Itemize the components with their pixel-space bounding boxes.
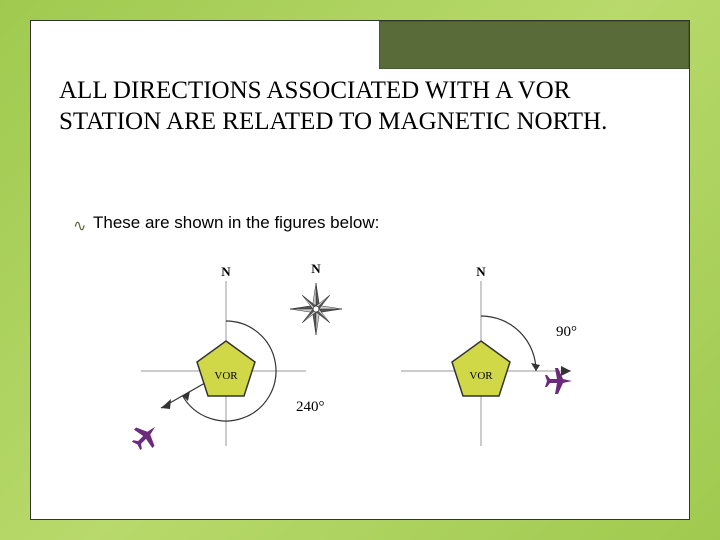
n-label-right: N (476, 264, 486, 279)
vor-label-right: VOR (469, 370, 493, 382)
n-label-left: N (221, 264, 231, 279)
arc-arrowhead-right (531, 363, 540, 371)
vor-pentagon-right (452, 341, 510, 396)
vor-label-left: VOR (214, 370, 238, 382)
title-accent-bar (379, 21, 689, 69)
vor-diagram-left: N 240° VOR (121, 261, 351, 481)
bullet-icon: ∿ (73, 216, 86, 236)
radial-arrowhead-left (161, 399, 171, 409)
angle-label-right: 90° (556, 324, 577, 340)
airplane-left (127, 418, 164, 455)
angle-label-left: 240° (296, 399, 325, 415)
vor-diagram-right: N 90° VOR (381, 261, 611, 481)
diagram-area: N (131, 251, 601, 481)
body-text: These are shown in the figures below: (93, 213, 379, 233)
vor-pentagon-left (197, 341, 255, 396)
slide-frame: ALL DIRECTIONS ASSOCIATED WITH A VOR STA… (30, 20, 690, 520)
radial-arrowhead-right (561, 366, 571, 376)
slide-title: ALL DIRECTIONS ASSOCIATED WITH A VOR STA… (59, 75, 659, 138)
